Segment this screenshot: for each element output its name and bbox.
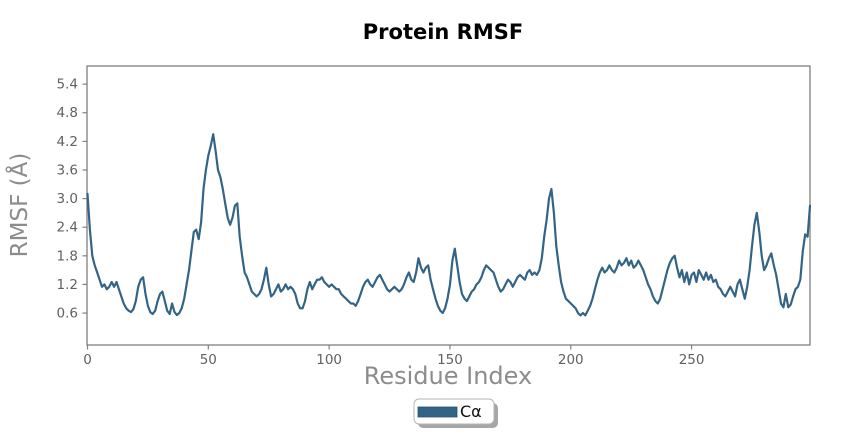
legend-label: Cα xyxy=(460,402,482,421)
x-tick-label: 50 xyxy=(200,352,217,368)
x-axis-label: Residue Index xyxy=(364,362,532,390)
x-axis-ticks: 0 50 100 150 200 250 xyxy=(83,345,704,368)
y-tick-label: 2.4 xyxy=(57,220,78,236)
y-axis-label: RMSF (Å) xyxy=(5,153,33,258)
plot-frame xyxy=(86,65,811,346)
y-tick-label: 1.8 xyxy=(57,248,78,264)
y-tick-label: 4.8 xyxy=(57,105,78,121)
y-tick-label: 1.2 xyxy=(57,277,78,293)
legend: Cα xyxy=(413,398,498,428)
x-tick-label: 0 xyxy=(83,352,92,368)
y-tick-label: 3.0 xyxy=(57,191,78,207)
y-tick-label: 0.6 xyxy=(57,306,78,322)
y-axis-ticks: 0.6 1.2 1.8 2.4 3.0 3.6 4.2 4.8 5.4 xyxy=(57,77,87,322)
rmsf-line xyxy=(86,133,812,317)
rmsf-line-series xyxy=(86,133,812,317)
x-tick-label: 150 xyxy=(437,352,463,368)
x-tick-label: 100 xyxy=(316,352,342,368)
y-tick-label: 5.4 xyxy=(57,77,78,93)
x-tick-label: 250 xyxy=(679,352,705,368)
x-tick-label: 200 xyxy=(558,352,584,368)
legend-line-swatch xyxy=(417,406,458,418)
y-tick-label: 3.6 xyxy=(57,162,78,178)
chart-title: Protein RMSF xyxy=(363,20,523,44)
y-tick-label: 4.2 xyxy=(57,134,78,150)
